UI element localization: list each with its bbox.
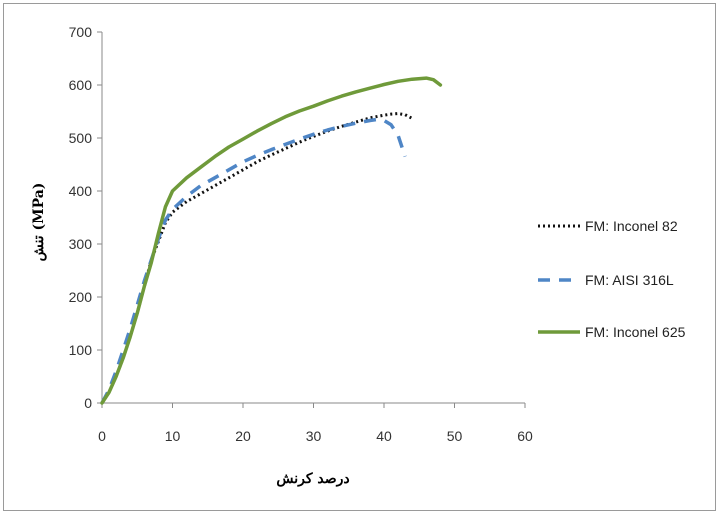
- y-ticks: 0 100 200 300 400 500 600 700: [69, 24, 102, 411]
- legend-item-2: FM: AISI 316L: [538, 272, 674, 288]
- legend-label: FM: Inconel 82: [585, 218, 678, 234]
- legend-item-1: FM: Inconel 82: [538, 218, 678, 234]
- y-axis-title: تنش (MPa): [31, 183, 47, 262]
- y-tick-label: 400: [69, 183, 93, 199]
- x-tick-label: 30: [306, 428, 322, 444]
- x-tick-label: 60: [517, 428, 533, 444]
- y-tick-label: 200: [69, 289, 93, 305]
- x-tick-label: 20: [235, 428, 251, 444]
- series-line-3: [100, 76, 443, 405]
- series-line-1: [100, 112, 413, 404]
- x-tick-label: 10: [165, 428, 181, 444]
- x-tick-label: 0: [98, 428, 106, 444]
- y-tick-label: 300: [69, 236, 93, 252]
- series-group: [100, 76, 443, 405]
- plot-area: 0 100 200 300 400 500 600 700 0 10 20 30 40 50 60: [69, 24, 533, 444]
- y-tick-label: 500: [69, 130, 93, 146]
- legend-item-3: FM: Inconel 625: [538, 324, 686, 340]
- x-axis-title: درصد کرنش: [276, 471, 349, 487]
- y-tick-label: 100: [69, 342, 93, 358]
- legend-label: FM: Inconel 625: [585, 324, 686, 340]
- y-tick-label: 0: [84, 395, 92, 411]
- x-tick-label: 40: [376, 428, 392, 444]
- y-tick-label: 600: [69, 77, 93, 93]
- legend-label: FM: AISI 316L: [585, 272, 674, 288]
- legend: FM: Inconel 82 FM: AISI 316L FM: Inconel 6…: [538, 218, 686, 340]
- x-tick-label: 50: [447, 428, 463, 444]
- x-ticks: 0 10 20 30 40 50 60: [98, 403, 533, 444]
- chart-frame: [3, 3, 716, 511]
- y-tick-label: 700: [69, 24, 93, 40]
- series-line-2: [100, 117, 407, 404]
